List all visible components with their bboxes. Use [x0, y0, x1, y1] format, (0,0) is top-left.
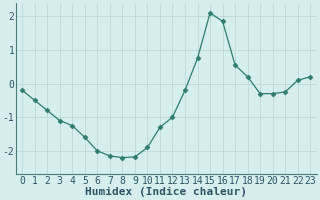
X-axis label: Humidex (Indice chaleur): Humidex (Indice chaleur)	[85, 187, 247, 197]
